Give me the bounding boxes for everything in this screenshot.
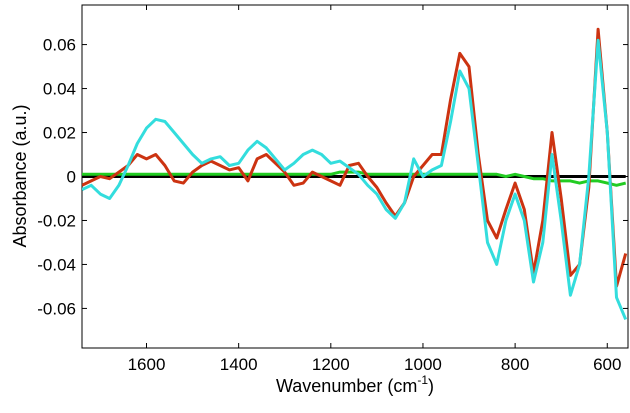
y-tick-label: -0.04: [37, 255, 76, 274]
spectrum-line: [82, 27, 628, 288]
x-tick-label: 1200: [312, 355, 350, 374]
y-axis-label: Absorbance (a.u.): [10, 104, 30, 247]
x-label-superscript: -1: [417, 373, 428, 387]
x-axis-label: Wavenumber (cm-1): [276, 373, 434, 396]
x-tick-label: 1600: [128, 355, 166, 374]
x-tick-label: 600: [593, 355, 621, 374]
spectrum-line: [82, 38, 628, 320]
x-tick-label: 1400: [220, 355, 258, 374]
y-tick-label: 0: [67, 168, 76, 187]
x-label-close: ): [428, 376, 434, 396]
y-tick-label: -0.06: [37, 299, 76, 318]
x-label-text: Wavenumber (cm: [276, 376, 417, 396]
y-tick-label: 0.04: [43, 80, 76, 99]
y-tick-label: 0.06: [43, 36, 76, 55]
x-tick-label: 800: [501, 355, 529, 374]
x-tick-label: 1000: [404, 355, 442, 374]
y-tick-label: 0.02: [43, 124, 76, 143]
lines: [82, 27, 628, 320]
y-tick-label: -0.02: [37, 211, 76, 230]
